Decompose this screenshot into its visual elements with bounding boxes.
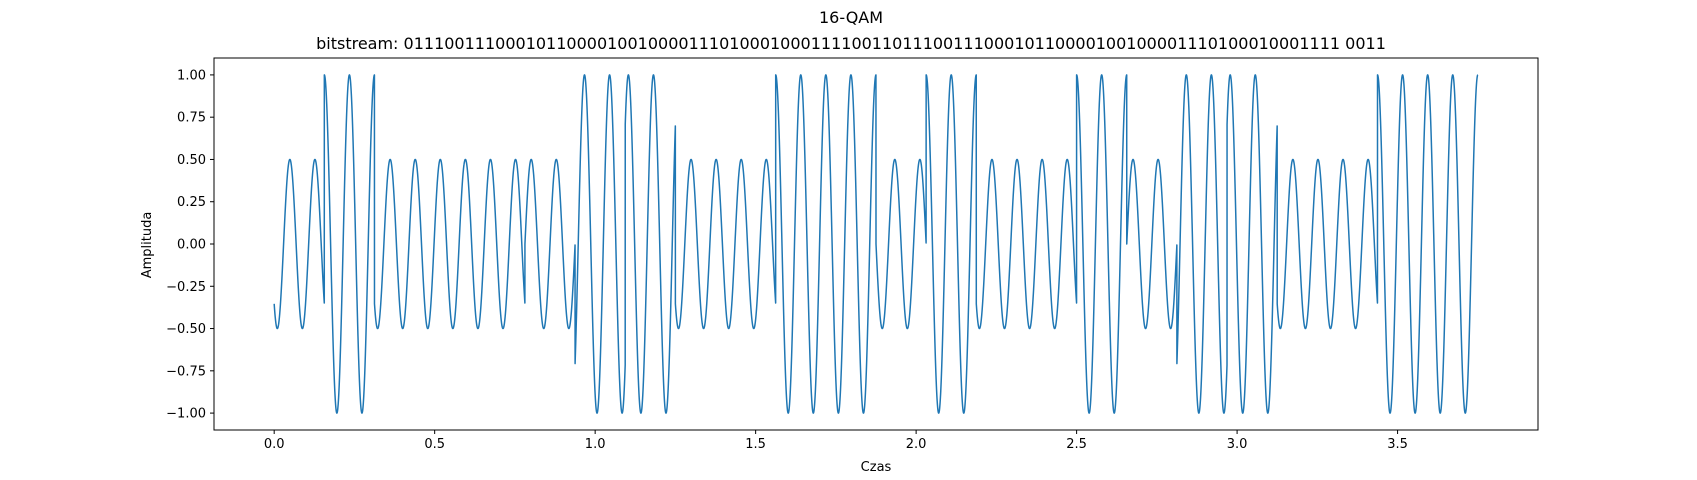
chart-title: 16-QAM: [819, 8, 883, 27]
x-tick-label: 3.5: [1387, 437, 1408, 452]
y-axis-label: Amplituda: [140, 212, 155, 279]
x-tick-label: 2.5: [1066, 437, 1087, 452]
x-tick-label: 1.5: [745, 437, 766, 452]
x-tick-label: 1.0: [585, 437, 606, 452]
y-tick-label: 0.00: [177, 238, 206, 253]
x-tick-label: 3.0: [1227, 437, 1248, 452]
chart-subtitle: bitstream: 01110011100010110000100100001…: [316, 34, 1386, 53]
x-tick-label: 0.5: [424, 437, 445, 452]
x-tick-label: 0.0: [264, 437, 285, 452]
y-tick-label: −0.75: [166, 364, 206, 379]
y-tick-label: −0.50: [166, 322, 206, 337]
signal-line: [273, 74, 1479, 414]
y-tick-label: 1.00: [177, 68, 206, 83]
y-tick-label: 0.25: [177, 195, 206, 210]
plot-area: 0.0 0.5 1.0 1.5 2.0 2.5 3.0 3.5 −1.00 −0.75 −0.50 −…: [166, 57, 1539, 452]
x-axis-label: Czas: [861, 460, 892, 475]
y-tick-label: −0.25: [166, 280, 206, 295]
y-tick-label: 0.50: [177, 153, 206, 168]
y-tick-label: 0.75: [177, 111, 206, 126]
y-tick-label: −1.00: [166, 407, 206, 422]
x-tick-label: 2.0: [906, 437, 927, 452]
